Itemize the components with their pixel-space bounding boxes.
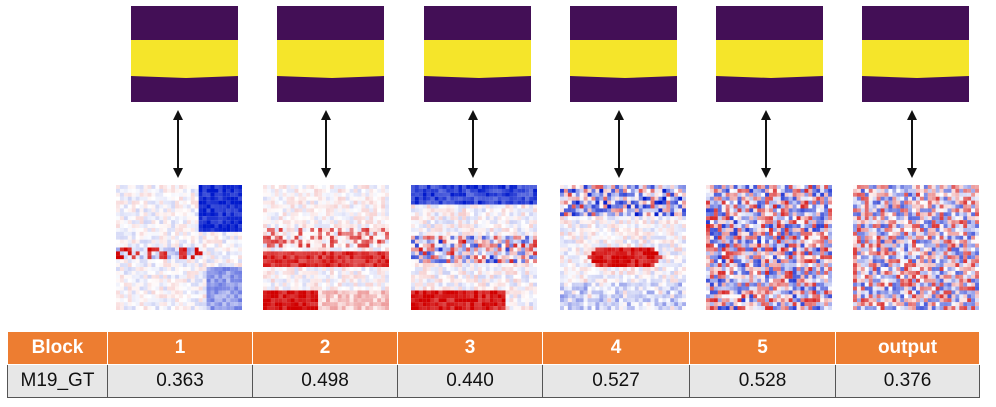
value-cell: 0.440 (397, 364, 543, 398)
value-cell: 0.527 (542, 364, 690, 398)
header-cell: 3 (397, 331, 543, 365)
double-headed-arrow-icon (468, 110, 478, 178)
mask-tile-2 (277, 6, 384, 102)
double-headed-arrow-icon (173, 110, 183, 178)
table-header-row: Block 1 2 3 4 5 output (7, 331, 980, 365)
mask-tile-4 (570, 6, 677, 102)
mask-tile-3 (424, 6, 531, 102)
mask-tile-5 (716, 6, 823, 102)
header-cell: output (835, 331, 980, 365)
header-cell: Block (7, 331, 108, 365)
double-headed-arrow-icon (614, 110, 624, 178)
mask-tile-6 (862, 6, 969, 102)
heatmap-tile-5 (706, 185, 832, 310)
double-headed-arrow-icon (321, 110, 331, 178)
heatmap-tile-3 (411, 185, 537, 310)
header-cell: 2 (252, 331, 398, 365)
value-cell: 0.363 (107, 364, 253, 398)
header-cell: 5 (689, 331, 836, 365)
header-cell: 1 (107, 331, 253, 365)
double-headed-arrow-icon (907, 110, 917, 178)
heatmap-tile-1 (116, 185, 242, 310)
double-headed-arrow-icon (761, 110, 771, 178)
row-label-cell: M19_GT (7, 364, 108, 398)
heatmap-tile-4 (560, 185, 686, 310)
heatmap-tile-2 (263, 185, 389, 310)
table-row: M19_GT 0.363 0.498 0.440 0.527 0.528 0.3… (7, 364, 980, 398)
mask-tile-1 (131, 6, 238, 102)
value-cell: 0.498 (252, 364, 398, 398)
value-cell: 0.528 (689, 364, 836, 398)
metrics-table: Block 1 2 3 4 5 output M19_GT 0.363 0.49… (7, 331, 980, 398)
header-cell: 4 (542, 331, 690, 365)
heatmap-tile-6 (853, 185, 979, 310)
value-cell: 0.376 (835, 364, 980, 398)
